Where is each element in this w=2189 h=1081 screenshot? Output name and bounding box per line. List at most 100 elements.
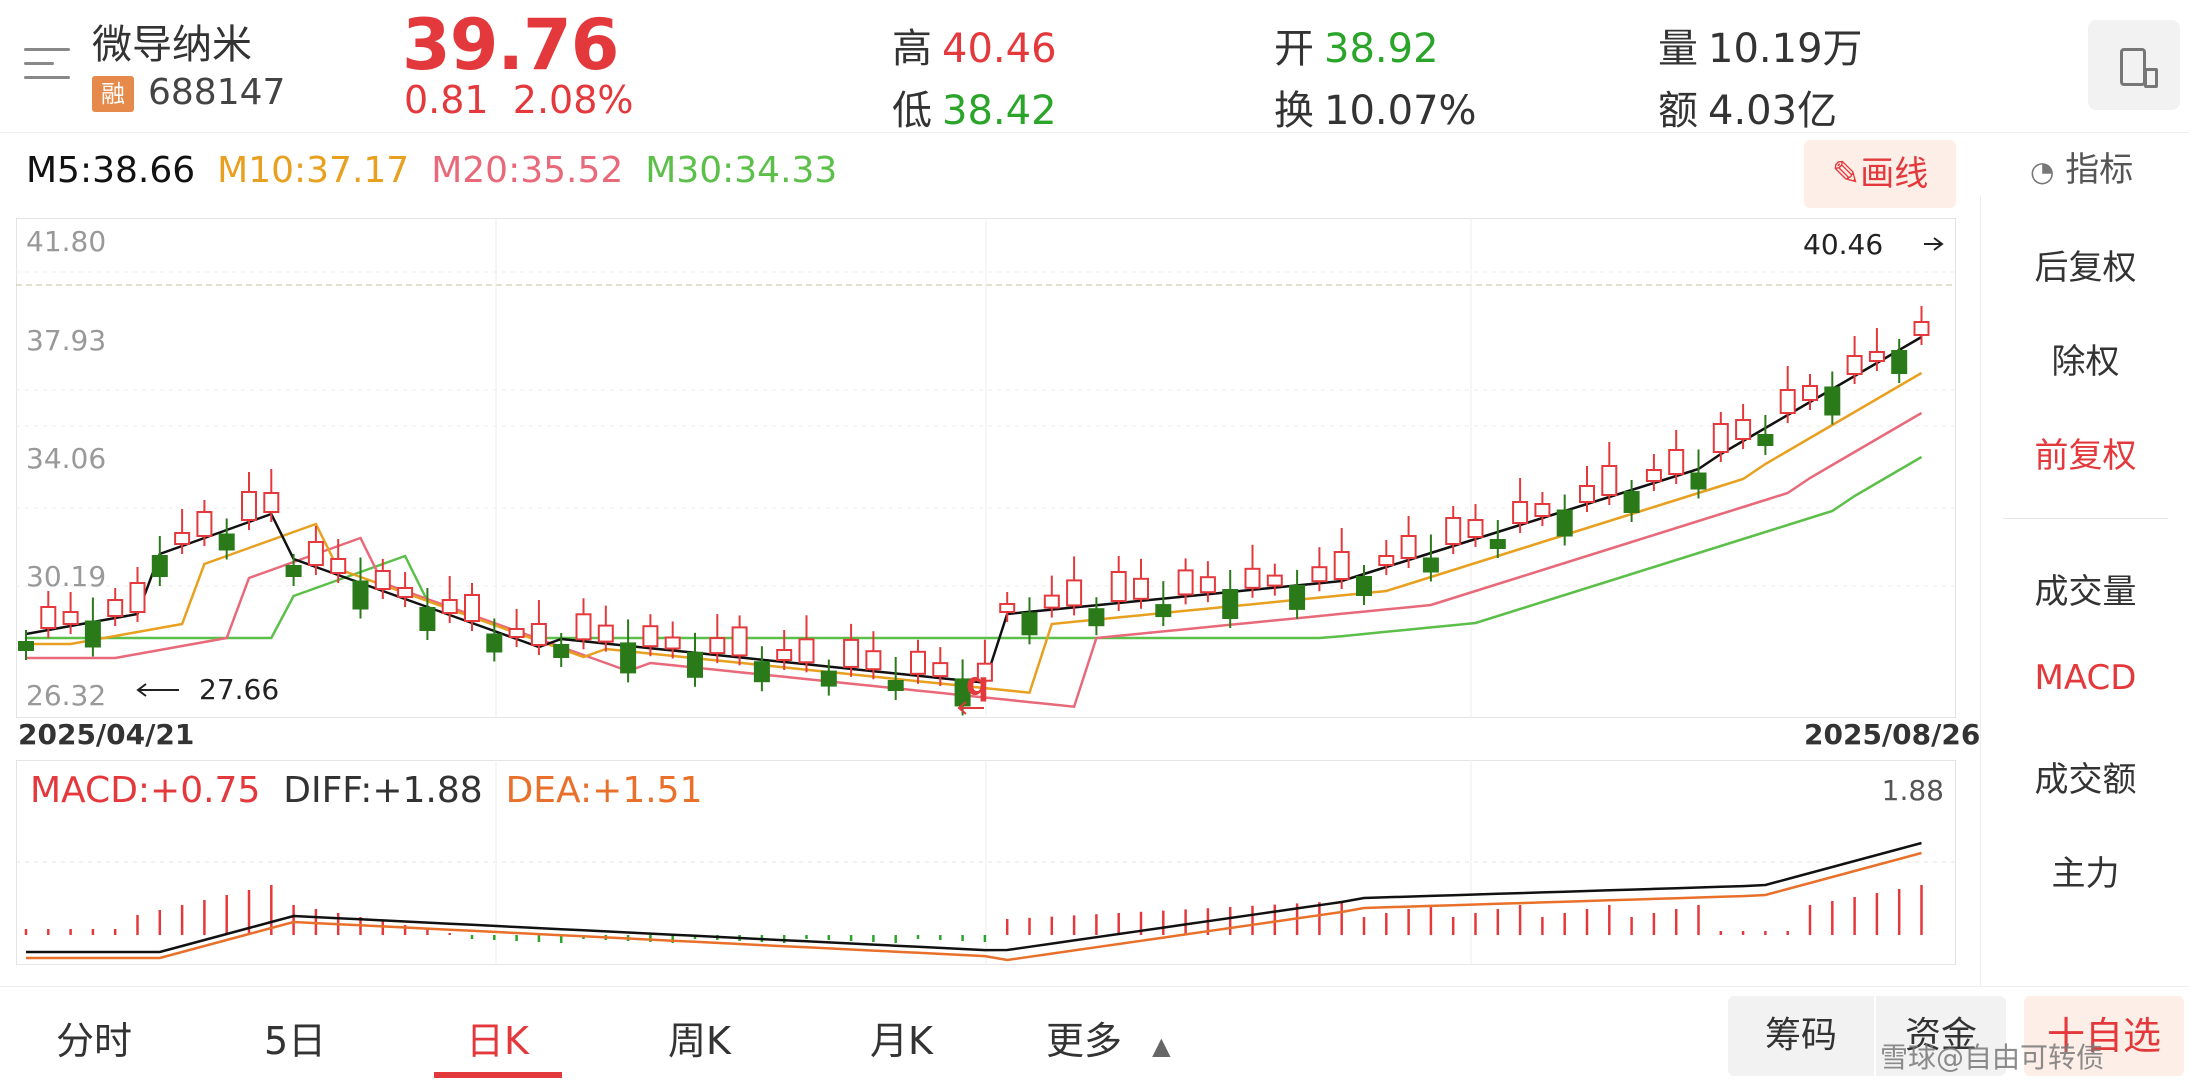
candle-body — [843, 638, 860, 668]
candle-body — [129, 582, 146, 613]
candle-body — [1155, 604, 1172, 618]
candle-body — [1913, 321, 1930, 336]
add-favorite-button[interactable]: 十自选 — [2024, 996, 2184, 1076]
dea-value: DEA:+1.51 — [505, 770, 703, 811]
volume-label: 量 — [1658, 26, 1698, 72]
turnover-quote: 换 10.07% — [1274, 78, 1477, 136]
candle-body — [374, 570, 391, 590]
margin-badge: 融 — [92, 76, 134, 112]
candle-body — [1735, 419, 1752, 440]
candle-body — [1356, 576, 1372, 596]
candle-body — [241, 491, 257, 521]
candle-body — [441, 599, 458, 614]
draw-line-label: 画线 — [1860, 154, 1929, 194]
ma20-value: M20:35.52 — [431, 150, 624, 191]
candle-body — [887, 680, 904, 691]
kline-grid — [16, 218, 1956, 718]
max-price-label: 40.46 — [1803, 228, 1883, 261]
macd-chart[interactable]: 1.88 — [16, 760, 1956, 965]
candle-body — [1043, 594, 1060, 609]
candle-body — [508, 628, 525, 638]
candle-body — [352, 580, 369, 610]
ma30-value: M30:34.33 — [645, 150, 838, 191]
screen-rotate-button[interactable] — [2088, 20, 2180, 110]
candle-body — [530, 623, 547, 646]
stock-name: 微导纳米 — [92, 22, 252, 68]
low-value: 38.42 — [942, 88, 1057, 134]
chips-button[interactable]: 筹码 — [1728, 996, 1874, 1076]
rp-item-ex-rights[interactable]: 除权 — [2051, 342, 2120, 382]
event-marker: q — [966, 665, 989, 703]
ma-legend: M5:38.66 M10:37.17 M20:35.52 M30:34.33 — [26, 150, 859, 191]
candle-body — [1579, 485, 1595, 503]
candle-body — [575, 613, 592, 641]
active-tab-indicator — [434, 1072, 562, 1078]
candle-body — [330, 558, 347, 574]
candle-body — [84, 620, 101, 648]
candle-body — [976, 662, 993, 682]
draw-line-button[interactable]: ✎画线 — [1804, 140, 1956, 208]
change-percent: 2.08% — [512, 78, 634, 122]
candle-body — [1712, 423, 1729, 453]
rp-divider — [2003, 518, 2168, 519]
ma5-line — [25, 335, 1923, 685]
rp-item-volume[interactable]: 成交量 — [2034, 572, 2137, 612]
candle-body — [218, 533, 235, 551]
phone-icon — [2120, 48, 2146, 86]
high-label: 高 — [892, 26, 932, 72]
rp-item-forward-adjusted[interactable]: 前复权 — [2034, 436, 2137, 476]
candle-body — [1757, 434, 1774, 446]
kline-chart[interactable]: 41.80 37.93 34.06 30.19 26.32 40.46 27.6… — [16, 218, 1956, 718]
candle-body — [1289, 584, 1306, 610]
tab-intraday[interactable]: 分时 — [56, 1019, 133, 1063]
kline-ma-lines — [25, 335, 1923, 709]
candle-body — [597, 624, 614, 643]
candle-body — [40, 606, 57, 629]
funds-button[interactable]: 资金 — [1876, 996, 2006, 1076]
macd-legend: MACD:+0.75 DIFF:+1.88 DEA:+1.51 — [30, 770, 702, 811]
y-tick-4: 30.19 — [26, 560, 106, 593]
candle-body — [1177, 569, 1194, 596]
tab-more-label: 更多 — [1046, 1019, 1123, 1063]
candle-body — [1467, 519, 1484, 538]
candle-body — [776, 649, 793, 661]
candle-body — [1400, 535, 1417, 559]
high-quote: 高 40.46 — [892, 16, 1057, 74]
watermark: 雪球@自由可转债 — [1880, 1041, 2105, 1074]
candle-body — [1802, 385, 1818, 401]
candle-body — [1556, 509, 1573, 537]
tab-5day[interactable]: 5日 — [264, 1019, 327, 1063]
stock-code: 688147 — [148, 72, 286, 113]
candle-body — [932, 662, 949, 678]
candle-body — [1512, 501, 1529, 524]
tab-more[interactable]: 更多 ▲ — [1046, 1010, 1171, 1065]
candle-body — [464, 594, 480, 622]
tab-weekly-k[interactable]: 周K — [668, 1019, 731, 1063]
volume-value: 10.19万 — [1708, 26, 1863, 72]
tab-daily-k[interactable]: 日K — [466, 1019, 529, 1063]
candle-body — [1021, 612, 1038, 636]
candle-body — [1110, 571, 1127, 602]
candle-body — [553, 644, 570, 658]
gauge-icon: ◔ — [2030, 155, 2055, 188]
ma20-line — [26, 411, 1923, 709]
turnover-value: 10.07% — [1324, 88, 1477, 134]
rp-item-main-force[interactable]: 主力 — [2051, 854, 2120, 894]
rp-item-back-adjusted[interactable]: 后复权 — [2034, 248, 2137, 288]
diff-line — [26, 841, 1922, 954]
candle-body — [1891, 350, 1908, 374]
rp-item-macd[interactable]: MACD — [2034, 658, 2137, 698]
candle-body — [999, 603, 1016, 613]
rp-item-amount[interactable]: 成交额 — [2034, 760, 2137, 800]
candle-body — [263, 492, 280, 513]
candle-body — [486, 633, 503, 653]
tab-monthly-k[interactable]: 月K — [870, 1019, 933, 1063]
indicator-button[interactable]: ◔ 指标 — [2030, 142, 2133, 191]
menu-icon[interactable] — [24, 44, 70, 84]
candle-body — [709, 637, 726, 655]
candle-body — [1422, 557, 1439, 573]
open-quote: 开 38.92 — [1274, 16, 1439, 74]
candle-body — [1244, 567, 1261, 589]
caret-up-icon: ▲ — [1152, 1032, 1171, 1060]
candle-body — [1199, 576, 1216, 594]
